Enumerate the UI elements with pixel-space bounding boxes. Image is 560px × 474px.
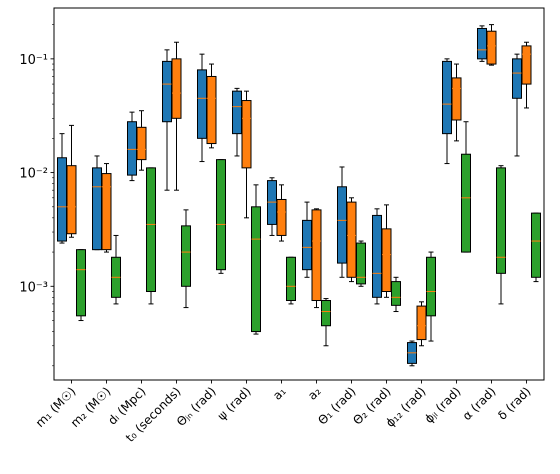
box-group	[346, 197, 357, 283]
box	[216, 159, 226, 271]
box-group	[426, 251, 436, 342]
box-group	[372, 208, 382, 305]
box	[92, 167, 102, 251]
box	[477, 27, 487, 60]
box	[381, 228, 392, 293]
box	[521, 45, 532, 85]
box	[232, 90, 242, 135]
box-group	[286, 256, 296, 305]
box	[162, 60, 172, 123]
box	[451, 77, 462, 121]
x-tick-label: Θⱼₙ (rad)	[174, 384, 219, 429]
x-tick-label: δ (rad)	[495, 384, 533, 422]
box	[461, 153, 471, 253]
box-group	[92, 155, 102, 251]
plot-frame	[53, 7, 545, 381]
box	[276, 198, 287, 236]
box	[197, 69, 207, 139]
box	[372, 214, 382, 298]
box-group	[136, 110, 147, 171]
box-group	[321, 298, 331, 347]
y-tick-label: 10⁻³	[19, 280, 48, 295]
box-group	[181, 209, 191, 309]
box	[337, 186, 347, 264]
box	[101, 173, 112, 251]
box-group	[216, 159, 226, 274]
box-group	[101, 163, 112, 253]
box-group	[66, 124, 77, 238]
x-tick-label: a₁	[270, 384, 289, 403]
box-group	[521, 41, 532, 109]
box-group	[407, 340, 417, 367]
box	[136, 126, 147, 161]
box	[286, 256, 296, 302]
box-group	[57, 133, 67, 244]
box-group	[442, 58, 452, 165]
box	[416, 305, 427, 341]
box-group	[162, 49, 172, 191]
box-group	[267, 177, 277, 236]
box-group	[496, 165, 506, 305]
box	[346, 201, 357, 278]
box	[531, 212, 541, 278]
box	[146, 167, 156, 293]
box-group	[111, 234, 121, 305]
box-group	[381, 204, 392, 298]
box-group	[127, 111, 137, 182]
box	[512, 58, 522, 99]
box-group	[486, 24, 497, 66]
x-tick-label: Θ₁ (rad)	[315, 384, 358, 427]
box-group	[197, 53, 207, 163]
box	[241, 100, 252, 169]
box-group	[311, 208, 322, 309]
box-group	[512, 53, 522, 157]
box	[181, 225, 191, 287]
box-group	[461, 121, 471, 253]
box-group	[171, 41, 182, 191]
y-tick-label: 10⁻²	[19, 167, 48, 182]
box-group	[76, 249, 86, 322]
box	[302, 219, 312, 271]
box-group	[241, 90, 252, 219]
box-group	[232, 87, 242, 157]
box-group	[451, 63, 462, 142]
box	[171, 58, 182, 119]
box	[496, 167, 506, 274]
box-group	[356, 240, 366, 287]
box-group	[531, 212, 541, 283]
x-tick-label: ψ (rad)	[215, 384, 254, 423]
box	[206, 75, 217, 145]
box	[442, 60, 452, 135]
box	[486, 30, 497, 65]
x-tick-label: ϕⱼₗ (rad)	[422, 384, 464, 426]
box	[391, 281, 401, 306]
box-group	[206, 63, 217, 149]
box	[356, 242, 366, 285]
box-group	[477, 25, 487, 62]
box-group	[276, 184, 287, 242]
box-group	[302, 201, 312, 278]
box	[426, 256, 436, 317]
box-group	[146, 167, 156, 305]
box	[127, 121, 137, 176]
x-tick-label: α (rad)	[460, 384, 499, 423]
box	[66, 165, 77, 235]
box	[311, 209, 322, 302]
box	[251, 206, 261, 333]
x-tick-label: a₂	[305, 384, 324, 403]
box-group	[391, 276, 401, 313]
box	[57, 157, 67, 242]
box-group	[251, 184, 261, 335]
box-group	[337, 166, 347, 278]
box-group	[416, 301, 427, 347]
y-tick-label: 10⁻¹	[19, 53, 48, 68]
box	[321, 300, 331, 327]
box	[76, 249, 86, 317]
